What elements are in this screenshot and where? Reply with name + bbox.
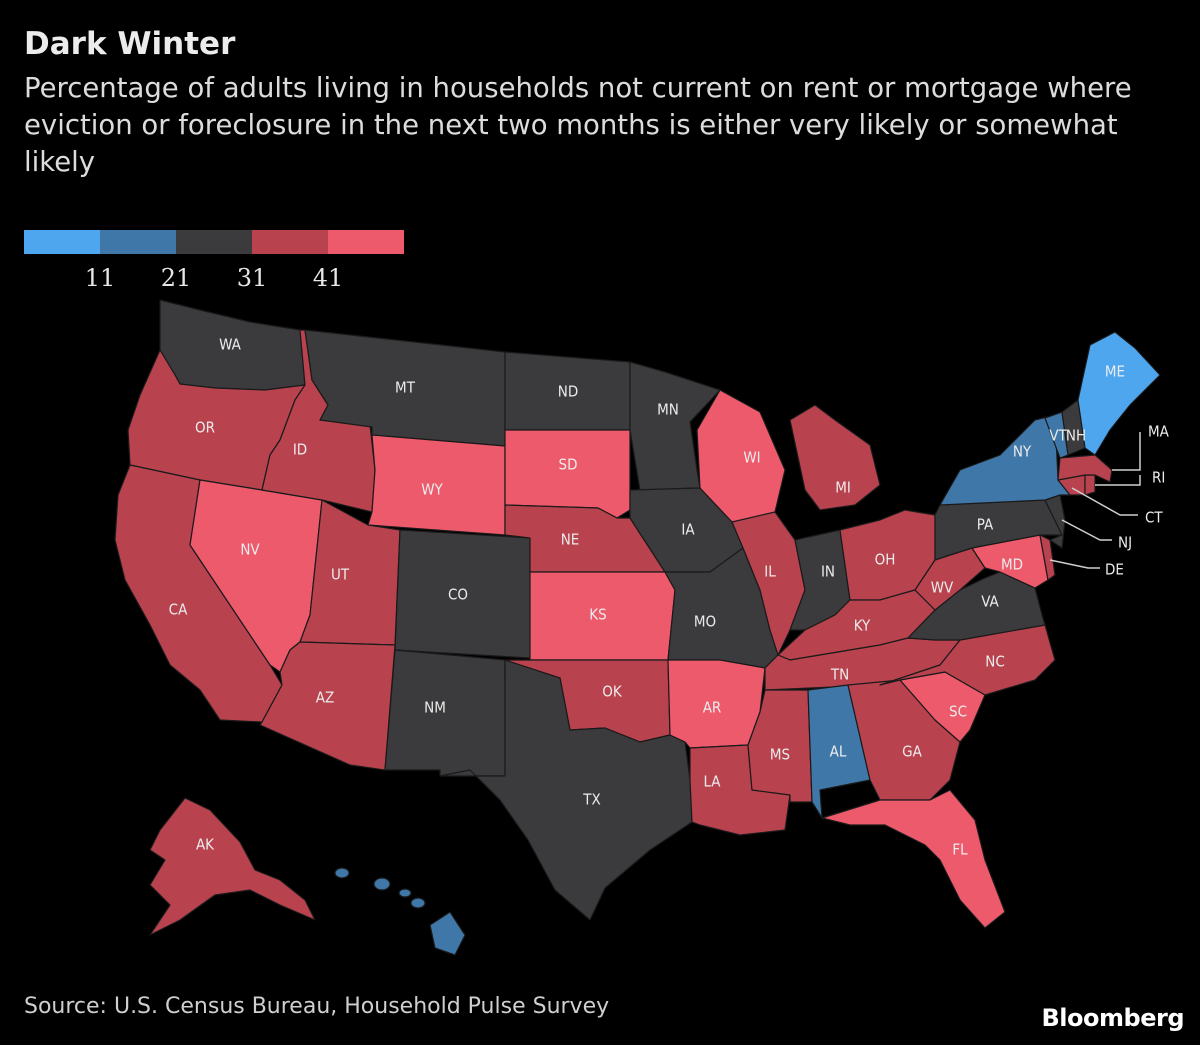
state-label-nj: NJ — [1118, 534, 1132, 552]
state-label-nv: NV — [240, 541, 260, 559]
state-label-ca: CA — [169, 601, 188, 619]
state-label-or: OR — [195, 419, 215, 437]
legend-tick: 21 — [160, 264, 192, 292]
state-label-fl: FL — [952, 841, 968, 859]
legend-swatch-1 — [24, 230, 100, 254]
state-hi-island — [410, 897, 426, 909]
state-label-ne: NE — [561, 531, 580, 549]
state-label-me: ME — [1105, 363, 1125, 381]
state-va — [907, 571, 1046, 641]
state-label-mt: MT — [395, 379, 416, 397]
state-fl — [821, 789, 1006, 929]
legend-tick: 11 — [84, 264, 116, 292]
state-label-wa: WA — [219, 336, 242, 354]
state-ri — [1084, 474, 1096, 496]
state-label-oh: OH — [875, 551, 896, 569]
state-label-ok: OK — [602, 683, 623, 701]
callout-line-ct — [1071, 487, 1138, 516]
callout-line-nj — [1061, 519, 1112, 541]
state-label-in: IN — [821, 563, 835, 581]
callout-line-ma — [1112, 432, 1141, 471]
state-label-ga: GA — [902, 743, 922, 761]
state-label-nm: NM — [424, 699, 446, 717]
state-label-ct: CT — [1145, 509, 1163, 527]
state-label-mn: MN — [657, 401, 679, 419]
legend-tick: 31 — [236, 264, 268, 292]
state-label-tx: TX — [582, 791, 600, 809]
legend-swatch-2 — [100, 230, 176, 254]
legend-swatch-4 — [252, 230, 328, 254]
state-nc — [879, 624, 1056, 696]
state-mn — [629, 361, 721, 491]
state-label-ar: AR — [703, 699, 722, 717]
state-label-ny: NY — [1013, 443, 1032, 461]
state-il — [731, 511, 806, 656]
state-sd — [504, 429, 631, 519]
state-hi-island — [398, 888, 412, 898]
state-label-nc: NC — [985, 653, 1005, 671]
state-ma — [1057, 454, 1113, 483]
state-mi — [789, 404, 881, 511]
callout-line-de — [1049, 559, 1100, 569]
state-label-az: AZ — [316, 689, 334, 707]
state-label-il: IL — [764, 563, 776, 581]
state-hi-island — [373, 877, 391, 891]
state-hi — [429, 911, 466, 956]
state-label-al: AL — [830, 743, 847, 761]
state-label-nd: ND — [558, 383, 579, 401]
state-label-wy: WY — [421, 481, 443, 499]
state-label-la: LA — [703, 773, 721, 791]
state-label-pa: PA — [977, 516, 994, 534]
state-label-ma: MA — [1148, 423, 1170, 441]
legend-tick: 41 — [312, 264, 344, 292]
source-note: Source: U.S. Census Bureau, Household Pu… — [24, 994, 610, 1019]
state-label-md: MD — [1001, 556, 1023, 574]
bloomberg-logo: Bloomberg — [1041, 1004, 1185, 1032]
state-label-va: VA — [981, 593, 999, 611]
state-label-co: CO — [448, 586, 468, 604]
state-label-ri: RI — [1152, 469, 1165, 487]
chart-subtitle: Percentage of adults living in household… — [24, 72, 1132, 178]
state-label-sc: SC — [949, 703, 967, 721]
legend-swatch-5 — [328, 230, 404, 254]
color-legend: 11 21 31 41 — [24, 230, 404, 300]
state-label-mi: MI — [835, 479, 851, 497]
callout-line-ri — [1095, 475, 1141, 486]
state-label-ks: KS — [589, 606, 606, 624]
state-label-nh: NH — [1066, 427, 1086, 445]
legend-swatch-3 — [176, 230, 252, 254]
state-label-ia: IA — [681, 521, 695, 539]
state-label-wv: WV — [931, 579, 954, 597]
state-me — [1077, 331, 1161, 456]
state-tx — [439, 659, 693, 921]
state-label-de: DE — [1105, 561, 1124, 579]
state-label-mo: MO — [694, 613, 716, 631]
state-label-ky: KY — [854, 617, 871, 635]
state-label-wi: WI — [743, 449, 760, 467]
state-label-ak: AK — [196, 836, 215, 854]
state-label-id: ID — [293, 441, 307, 459]
state-ak — [149, 797, 316, 936]
state-label-sd: SD — [559, 456, 578, 474]
state-label-ut: UT — [331, 566, 350, 584]
state-label-ms: MS — [770, 746, 790, 764]
chart-title: Dark Winter — [24, 26, 236, 62]
state-label-tn: TN — [830, 666, 849, 684]
state-de — [1039, 534, 1056, 581]
state-label-vt: VT — [1049, 427, 1067, 445]
state-hi-island — [334, 867, 350, 879]
